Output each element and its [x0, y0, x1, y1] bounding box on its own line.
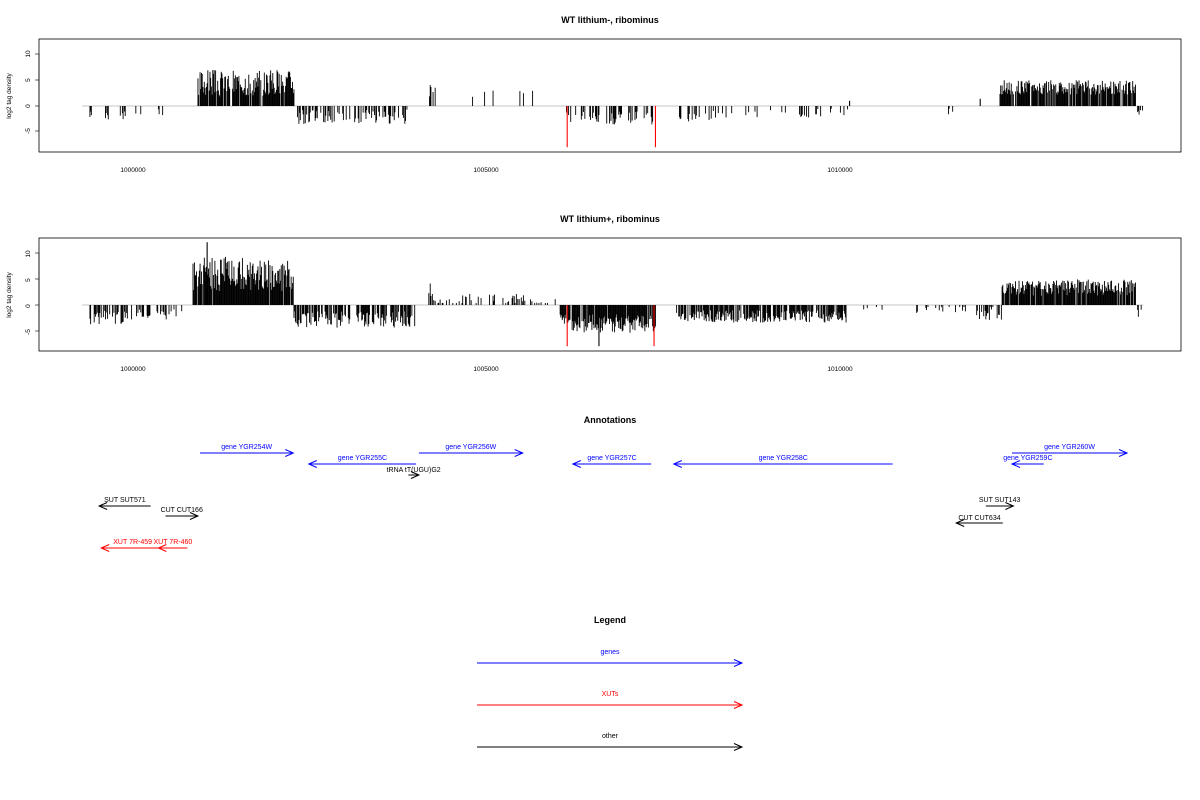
x-tick-label: 1005000 — [473, 167, 499, 174]
feature-label: XUT 7R-460 — [153, 539, 192, 546]
y-axis-label: log2 tag density — [6, 271, 13, 317]
feature-arrow — [165, 512, 200, 520]
y-tick-label: 10 — [25, 50, 32, 58]
legend-arrow — [477, 659, 744, 667]
feature-arrow — [954, 519, 1003, 527]
feature-arrow — [1010, 460, 1044, 468]
feature-label: gene YGR258C — [759, 455, 808, 462]
feature-label: gene YGR260W — [1044, 444, 1095, 451]
annotations-panel: Annotations gene YGR254W gene YGR255CtRNA… — [97, 415, 1129, 552]
legend-title: Legend — [594, 615, 626, 625]
x-tick-label: 1010000 — [827, 366, 853, 373]
feature-label: gene YGR257C — [587, 455, 636, 462]
legend-arrow — [477, 743, 744, 751]
feature-label: gene YGR254W — [221, 444, 272, 451]
y-tick-label: 5 — [25, 78, 32, 82]
x-axis: 1000000 1005000 1010000 — [120, 167, 853, 174]
x-tick-label: 1000000 — [120, 366, 146, 373]
y-tick-label: -5 — [25, 329, 32, 335]
feature-label: CUT CUT166 — [161, 507, 203, 514]
feature-label: gene YGR255C — [338, 455, 387, 462]
y-tick-label: 5 — [25, 278, 32, 282]
legend-arrow — [477, 701, 744, 709]
feature-arrow — [571, 460, 652, 468]
panel-lithium-minus: WT lithium-, ribominus log2 tag density … — [6, 15, 1182, 174]
annotations-title: Annotations — [584, 415, 637, 425]
feature-label: SUT SUT571 — [104, 497, 146, 504]
panel-title: WT lithium-, ribominus — [561, 15, 659, 25]
x-tick-label: 1010000 — [827, 167, 853, 174]
legend-items: genes XUTs other — [477, 649, 744, 751]
feature-arrow — [672, 460, 893, 468]
y-axis-label: log2 tag density — [6, 72, 13, 118]
feature-arrow — [157, 544, 188, 552]
feature-arrow — [418, 449, 524, 457]
x-tick-label: 1000000 — [120, 167, 146, 174]
y-axis: 10 5 0 -5 — [25, 250, 40, 335]
feature-arrow — [97, 502, 151, 510]
signal-bars — [82, 70, 1144, 148]
legend-label: other — [602, 733, 619, 740]
feature-arrow — [985, 502, 1015, 510]
y-tick-label: 10 — [25, 250, 32, 258]
feature-label: gene YGR256W — [445, 444, 496, 451]
y-tick-label: -5 — [25, 128, 32, 134]
legend-label: genes — [600, 649, 620, 656]
feature-label: tRNA tT(UGU)G2 — [387, 467, 441, 474]
feature-arrow — [408, 471, 421, 479]
panel-lithium-plus: WT lithium+, ribominus log2 tag density … — [6, 214, 1182, 373]
legend-label: XUTs — [602, 691, 619, 698]
feature-label: XUT 7R-459 — [113, 539, 152, 546]
y-axis: 10 5 0 -5 — [25, 50, 40, 134]
feature-arrow — [99, 544, 165, 552]
legend-panel: Legend genes XUTs other — [477, 615, 744, 751]
x-tick-label: 1005000 — [473, 366, 499, 373]
panel-title: WT lithium+, ribominus — [560, 214, 660, 224]
signal-bars — [82, 242, 1144, 347]
feature-label: CUT CUT634 — [958, 515, 1000, 522]
feature-arrow — [200, 449, 295, 457]
x-axis: 1000000 1005000 1010000 — [120, 366, 853, 373]
feature-label: SUT SUT143 — [979, 497, 1021, 504]
y-tick-label: 0 — [25, 104, 32, 108]
feature-label: gene YGR259C — [1003, 455, 1052, 462]
y-tick-label: 0 — [25, 304, 32, 308]
feature-arrow — [1011, 449, 1129, 457]
feature-arrow — [307, 460, 417, 468]
